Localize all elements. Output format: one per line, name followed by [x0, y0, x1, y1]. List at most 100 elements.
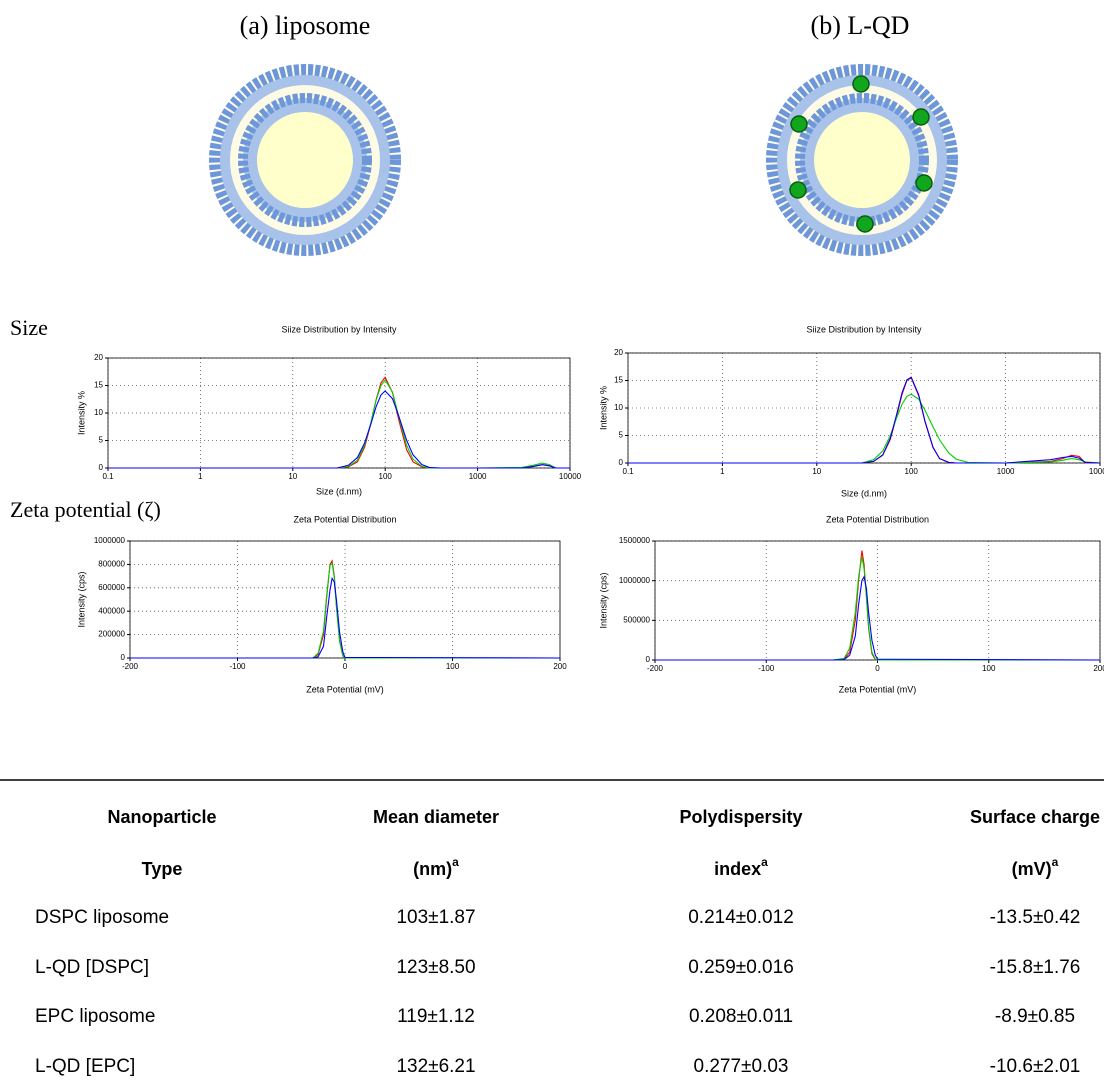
table-cell: 123±8.50: [396, 957, 475, 978]
chart-title: Zeta Potential Distribution: [826, 514, 929, 524]
table-cell: 0.214±0.012: [688, 907, 794, 928]
header-text: Type: [142, 859, 183, 879]
header-text: Polydispersity: [679, 807, 802, 827]
y-tick-label: 0: [99, 463, 104, 472]
y-tick-label: 20: [614, 348, 623, 357]
series-line: [655, 556, 1100, 661]
header-text: Mean diameter: [373, 807, 499, 827]
table-cell: EPC liposome: [35, 1006, 155, 1027]
header-sup: a: [1052, 855, 1059, 869]
header-sup: a: [761, 855, 768, 869]
x-tick-label: 1000: [997, 467, 1015, 476]
x-axis-label: Zeta Potential (mV): [306, 684, 384, 694]
x-tick-label: 100: [905, 467, 919, 476]
table-cell: -13.5±0.42: [990, 907, 1081, 928]
y-tick-label: 500000: [623, 615, 650, 624]
y-axis-label: Intensity %: [76, 391, 86, 435]
series-line: [108, 376, 570, 469]
table-cell: 119±1.12: [397, 1006, 475, 1027]
series-line: [628, 376, 1100, 464]
y-axis-label: Intensity %: [598, 386, 608, 430]
table-header: Type: [142, 859, 183, 879]
x-axis-label: Size (d.nm): [841, 488, 887, 498]
lqd-diagram: [766, 64, 958, 256]
series-line: [628, 376, 1101, 464]
header-sup: a: [452, 855, 459, 869]
table-cell: 0.277±0.03: [694, 1056, 789, 1077]
x-tick-label: -100: [758, 664, 775, 673]
y-tick-label: 20: [94, 353, 103, 362]
y-tick-label: 10: [614, 403, 623, 412]
x-tick-label: 0.1: [102, 472, 114, 481]
table-cell: 0.259±0.016: [688, 957, 794, 978]
x-axis-label: Zeta Potential (mV): [839, 684, 917, 694]
y-tick-label: 5: [99, 436, 104, 445]
header-text: index: [714, 859, 761, 879]
y-tick-label: 10: [94, 408, 103, 417]
liposome-diagram: [209, 64, 401, 256]
header-text: (mV): [1012, 859, 1052, 879]
table-header: (nm)a: [413, 855, 459, 879]
y-tick-label: 0: [619, 458, 624, 467]
panel-title: (b) L-QD: [811, 11, 910, 40]
x-tick-label: 10000: [559, 472, 582, 481]
x-tick-label: 200: [1093, 664, 1104, 673]
header-text: Surface charge: [970, 807, 1100, 827]
table-cell: L-QD [DSPC]: [35, 957, 149, 978]
x-tick-label: 10000: [1089, 467, 1104, 476]
x-tick-label: 100: [982, 664, 996, 673]
table-cell: -10.6±2.01: [990, 1056, 1081, 1077]
series-line: [108, 379, 570, 469]
x-tick-label: 100: [446, 662, 460, 671]
x-tick-label: 1: [720, 467, 725, 476]
x-tick-label: -200: [122, 662, 139, 671]
y-tick-label: 200000: [98, 630, 125, 639]
series-line: [130, 561, 560, 659]
table-cell: DSPC liposome: [35, 907, 169, 928]
series-line: [628, 393, 1101, 464]
header-text: (nm): [413, 859, 452, 879]
y-tick-label: 0: [646, 655, 651, 664]
x-tick-label: 0.1: [622, 467, 634, 476]
table-cell: 132±6.21: [396, 1056, 475, 1077]
y-tick-label: 400000: [98, 606, 125, 615]
x-tick-label: 0: [343, 662, 348, 671]
series-line: [130, 576, 561, 659]
table-header: Surface charge: [970, 807, 1100, 827]
chart-title: Siize Distribution by Intensity: [281, 324, 397, 334]
y-tick-label: 800000: [98, 560, 125, 569]
table-header: (mV)a: [1012, 855, 1059, 879]
chart-title: Zeta Potential Distribution: [293, 514, 396, 524]
chart-title: Siize Distribution by Intensity: [806, 324, 922, 334]
panel-title: (a) liposome: [240, 11, 371, 40]
series-line: [655, 575, 1101, 661]
x-tick-label: 1000: [469, 472, 487, 481]
y-tick-label: 5: [619, 431, 624, 440]
y-tick-label: 15: [94, 381, 103, 390]
y-axis-label: Intensity (cps): [76, 571, 86, 627]
table-cell: -15.8±1.76: [990, 957, 1081, 978]
row-label: Zeta potential (ζ): [10, 497, 161, 522]
table-cell: -8.9±0.85: [995, 1006, 1075, 1027]
x-tick-label: 10: [812, 467, 821, 476]
x-tick-label: 100: [379, 472, 393, 481]
plot-frame: [654, 540, 1101, 661]
y-tick-label: 0: [121, 653, 126, 662]
table-header: Nanoparticle: [107, 807, 216, 827]
table-header: indexa: [714, 855, 768, 879]
y-tick-label: 1000000: [619, 576, 651, 585]
y-tick-label: 1000000: [94, 536, 126, 545]
table-header: Mean diameter: [373, 807, 499, 827]
x-axis-label: Size (d.nm): [316, 486, 362, 496]
x-tick-label: -200: [647, 664, 664, 673]
table-cell: 103±1.87: [396, 907, 475, 928]
table-cell: 0.208±0.011: [689, 1006, 793, 1027]
x-tick-label: 10: [288, 472, 297, 481]
x-tick-label: 0: [875, 664, 880, 673]
series-line: [108, 390, 570, 469]
table-header: Polydispersity: [679, 807, 802, 827]
x-tick-label: -100: [229, 662, 246, 671]
y-tick-label: 600000: [98, 583, 125, 592]
table-cell: L-QD [EPC]: [35, 1056, 135, 1077]
